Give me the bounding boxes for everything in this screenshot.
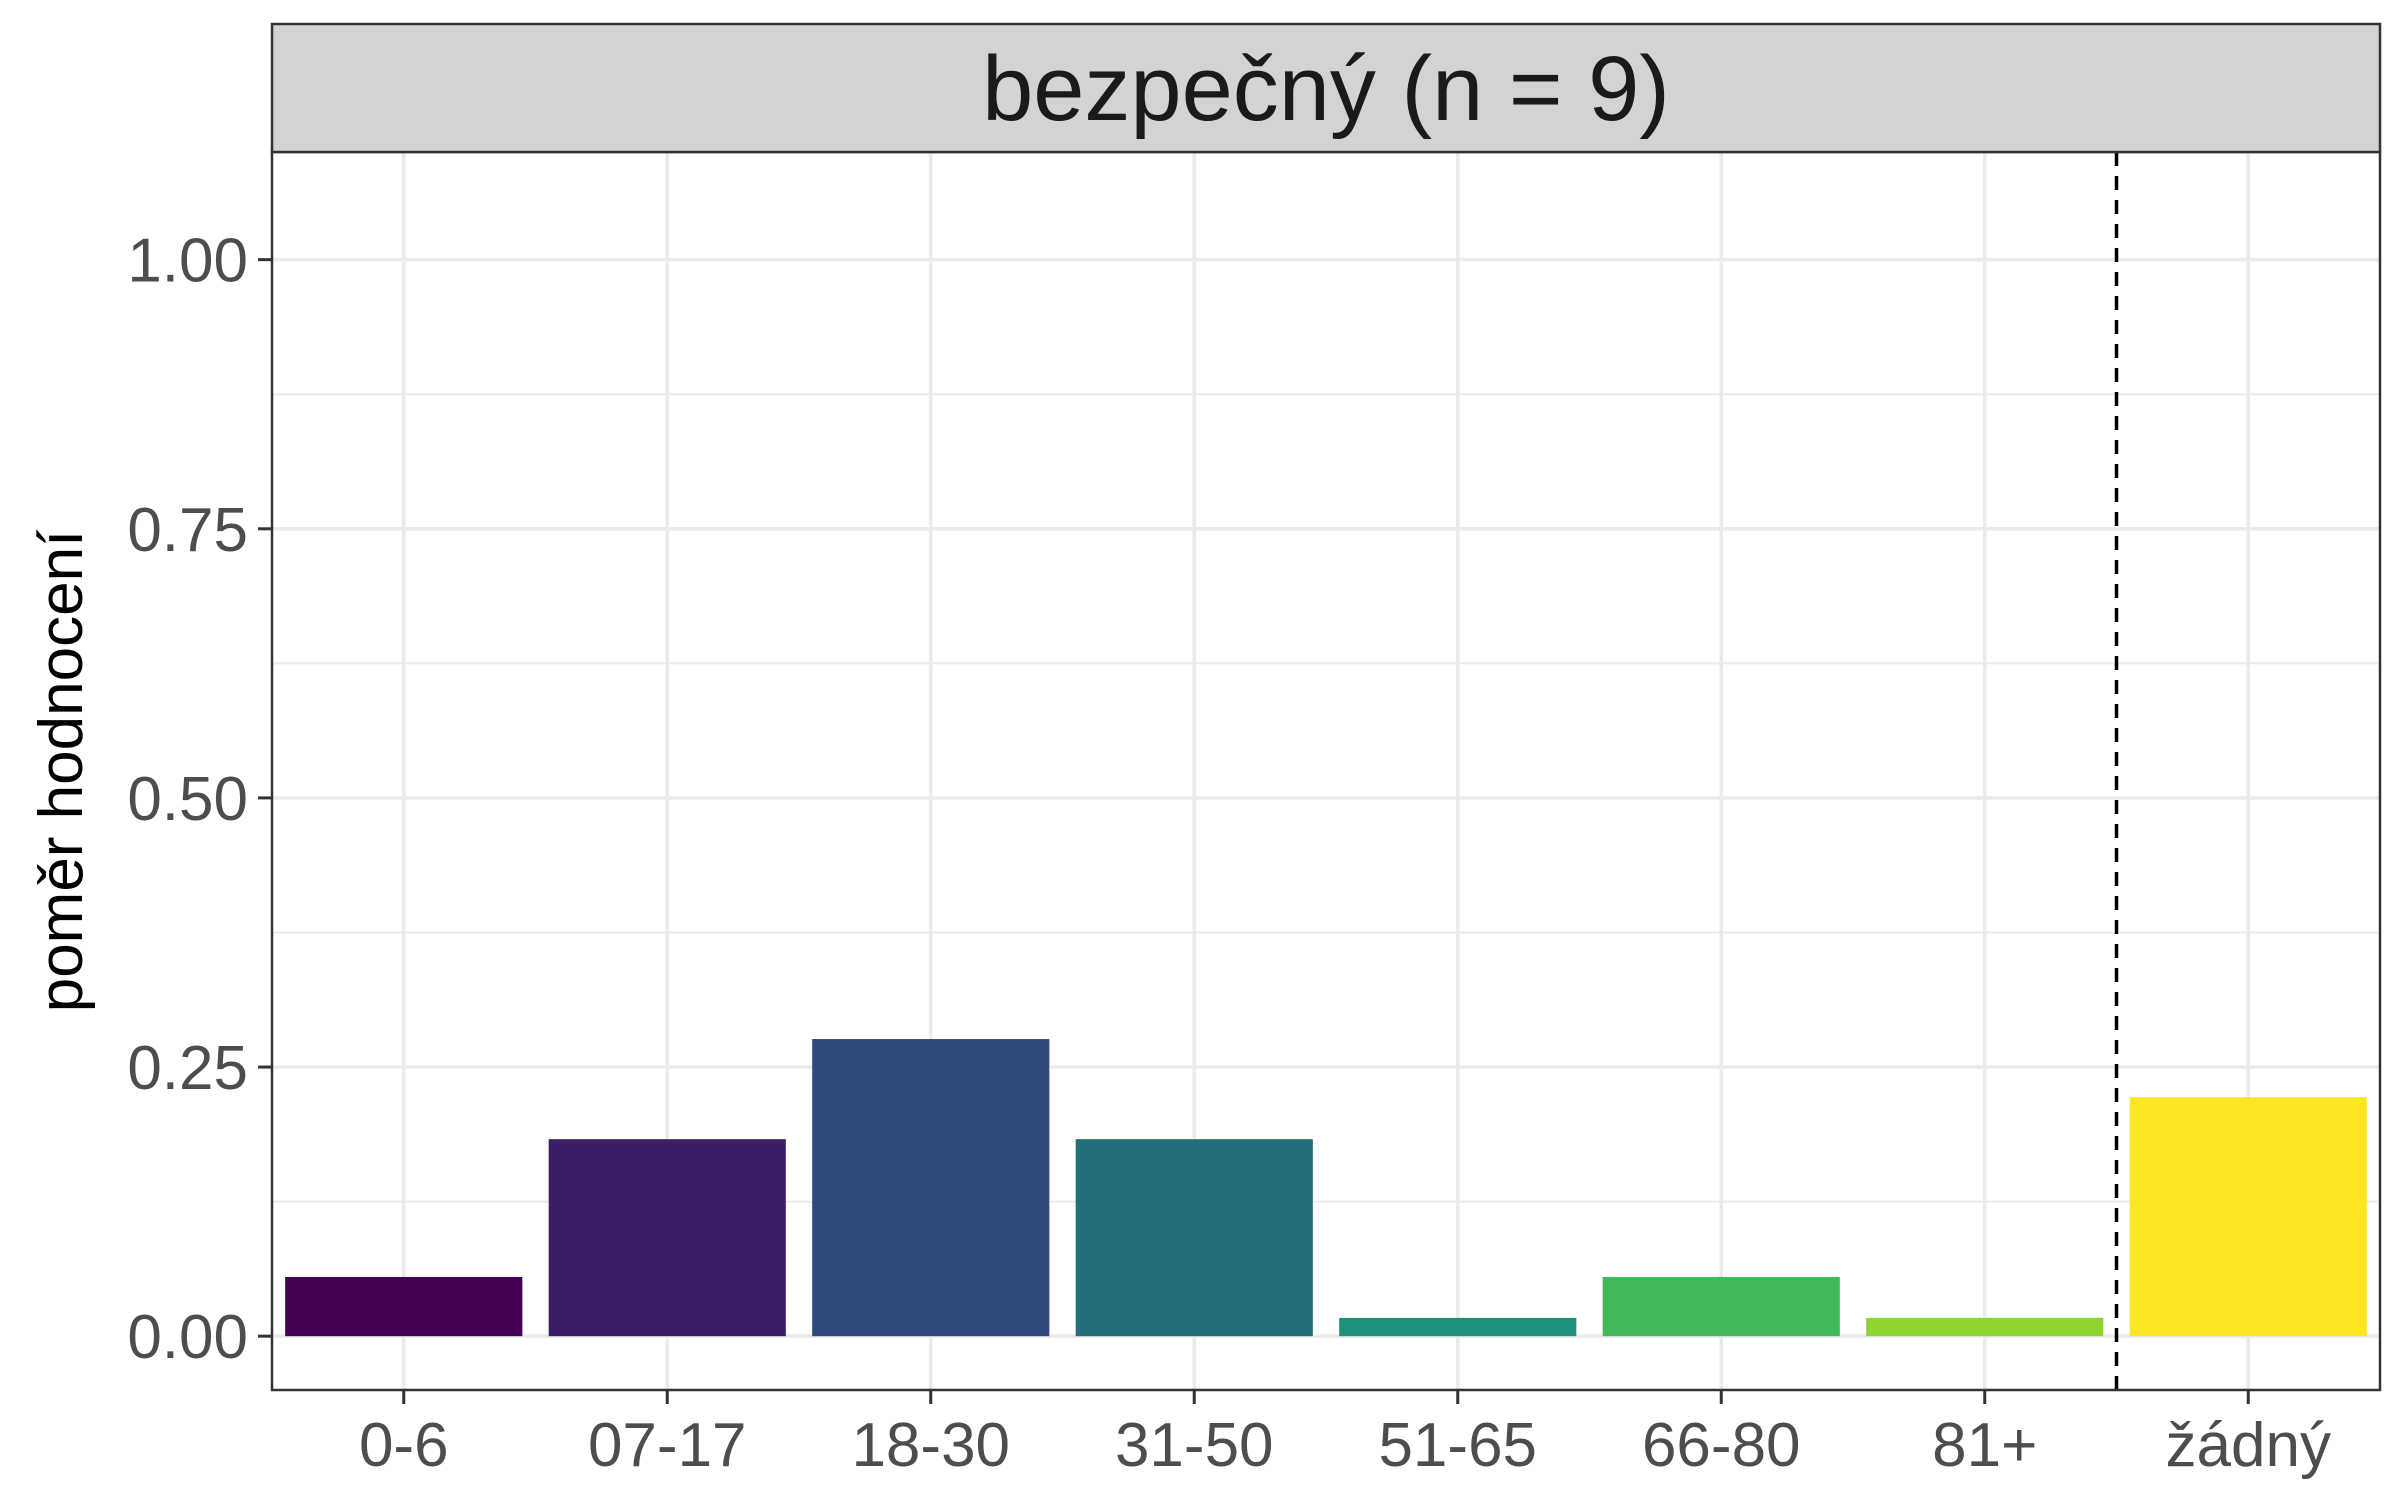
- x-tick-label: 31-50: [1115, 1411, 1274, 1480]
- x-tick-label: 66-80: [1642, 1411, 1801, 1480]
- bar-51-65: [1339, 1317, 1577, 1337]
- x-tick-label: 81+: [1932, 1411, 2037, 1480]
- y-tick-label: 0.75: [127, 496, 248, 565]
- x-tick-label: 51-65: [1378, 1411, 1537, 1480]
- y-tick-label: 1.00: [127, 227, 248, 296]
- bar-0-6: [285, 1276, 523, 1337]
- x-tick-label: 18-30: [851, 1411, 1010, 1480]
- x-axis-ticks: 0-6 07-17 18-30 31-50 51-65 66-80 81+ žádný: [359, 1390, 2331, 1480]
- bar-81+: [1866, 1317, 2104, 1337]
- y-tick-label: 0.25: [127, 1034, 248, 1103]
- x-tick-label: žádný: [2166, 1411, 2331, 1480]
- bar-07-17: [548, 1139, 786, 1337]
- y-tick-label: 0.00: [127, 1303, 248, 1372]
- bar-18-30: [812, 1039, 1050, 1337]
- x-tick-label: 07-17: [588, 1411, 747, 1480]
- bar-66-80: [1602, 1276, 1840, 1337]
- x-tick-label: 0-6: [359, 1411, 449, 1480]
- bars: [285, 1039, 2367, 1337]
- bar-31-50: [1075, 1139, 1313, 1337]
- bar-žádný: [2129, 1097, 2367, 1337]
- y-axis-ticks: 0.00 0.25 0.50 0.75 1.00: [127, 227, 272, 1372]
- y-tick-label: 0.50: [127, 765, 248, 834]
- y-axis-title: poměr hodnocení: [27, 530, 96, 1013]
- facet-strip: [270, 22, 2382, 154]
- facet-title: bezpečný (n = 9): [982, 38, 1670, 140]
